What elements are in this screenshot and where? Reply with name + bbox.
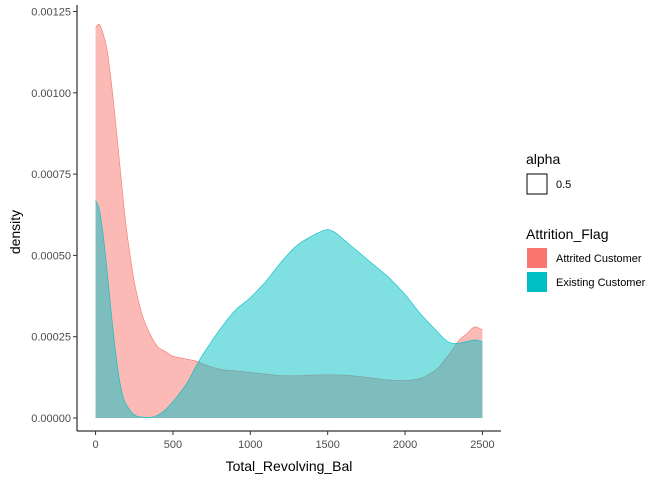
- legend: alpha 0.5 Attrition_Flag Attrited Custom…: [526, 151, 646, 292]
- density-area-existing: [95, 200, 483, 418]
- y-tick-label: 0.00050: [31, 250, 71, 262]
- x-tick-label: 2500: [470, 439, 494, 451]
- legend-key-existing: [527, 272, 547, 292]
- density-line-existing: [95, 199, 483, 418]
- legend-alpha-key: [526, 173, 548, 195]
- x-tick-label: 1500: [315, 439, 339, 451]
- axes: 0 500 1000 1500 2000 2500 0.00000 0.00025 0.0005…: [31, 5, 501, 451]
- x-tick-label: 2000: [393, 439, 417, 451]
- legend-alpha-title: alpha: [526, 151, 560, 167]
- x-tick-label: 1000: [238, 439, 262, 451]
- x-axis-title: Total_Revolving_Bal: [226, 458, 353, 474]
- legend-fill-title: Attrition_Flag: [526, 226, 608, 242]
- y-tick-label: 0.00125: [31, 7, 71, 19]
- x-tick-label: 0: [93, 439, 99, 451]
- y-tick-label: 0.00000: [31, 413, 71, 425]
- y-tick-label: 0.00025: [31, 332, 71, 344]
- legend-key-attrited: [527, 248, 547, 268]
- legend-label-attrited: Attrited Customer: [556, 253, 642, 265]
- y-axis-title: density: [7, 210, 23, 254]
- plot-area: [95, 24, 483, 418]
- legend-label-existing: Existing Customer: [556, 277, 646, 289]
- y-tick-label: 0.00100: [31, 88, 71, 100]
- x-tick-label: 500: [164, 439, 182, 451]
- y-tick-label: 0.00075: [31, 169, 71, 181]
- legend-alpha-value: 0.5: [556, 179, 571, 191]
